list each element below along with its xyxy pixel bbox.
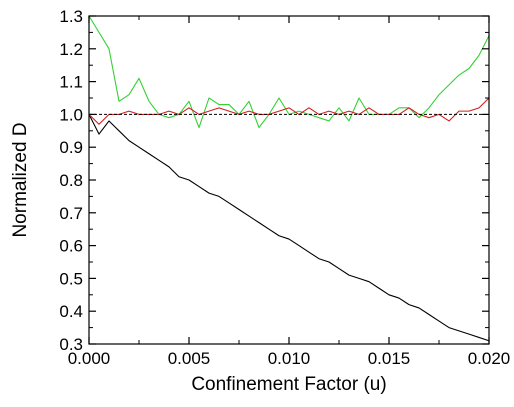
x-tick-label: 0.000 <box>68 349 111 368</box>
y-tick-label: 0.6 <box>59 237 83 256</box>
y-tick-label: 1.2 <box>59 40 83 59</box>
y-tick-label: 0.8 <box>59 171 83 190</box>
x-tick-label: 0.005 <box>168 349 211 368</box>
x-axis-ticks: 0.000 0.005 0.010 0.015 0.020 <box>68 16 511 368</box>
series-line-2 <box>88 15 490 129</box>
y-tick-label: 1.1 <box>59 73 83 92</box>
x-axis-label: Confinement Factor (u) <box>191 374 386 395</box>
plot-series <box>88 15 490 342</box>
y-axis-label: Normalized D <box>10 122 31 237</box>
y-tick-label: 0.5 <box>59 269 83 288</box>
y-tick-label: 1.3 <box>59 7 83 26</box>
y-tick-label: 0.3 <box>59 335 83 354</box>
x-tick-label: 0.010 <box>268 349 311 368</box>
x-tick-label: 0.015 <box>368 349 411 368</box>
y-tick-label: 0.7 <box>59 204 83 223</box>
series-line-1 <box>88 114 490 342</box>
plot-frame <box>88 15 490 345</box>
y-axis-ticks: 0.3 0.4 0.5 0.6 0.7 0.8 0.9 1.0 1.1 1.2 1.3 <box>59 7 489 354</box>
y-tick-label: 0.4 <box>59 302 83 321</box>
y-tick-label: 0.9 <box>59 138 83 157</box>
x-tick-label: 0.020 <box>468 349 511 368</box>
y-tick-label: 1.0 <box>59 105 83 124</box>
